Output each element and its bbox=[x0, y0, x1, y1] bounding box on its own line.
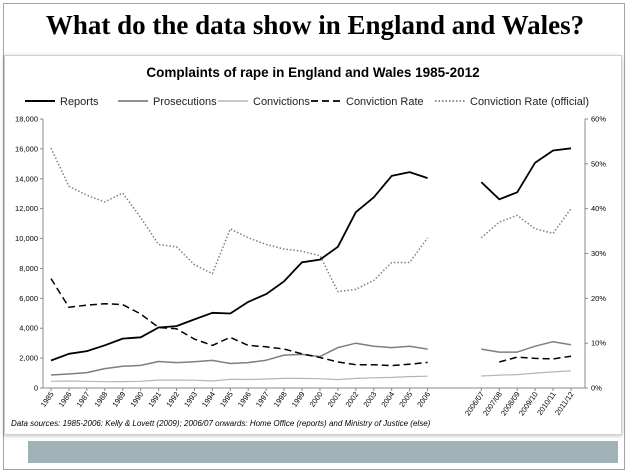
y-right-tick-label: 50% bbox=[591, 159, 606, 168]
y-left-tick-label: 6,000 bbox=[19, 294, 38, 303]
y-right-tick-label: 60% bbox=[591, 115, 606, 124]
x-tick-label: 1994 bbox=[200, 390, 217, 409]
legend-label-conviction-rate-official-: Conviction Rate (official) bbox=[470, 96, 589, 108]
legend-label-prosecutions: Prosecutions bbox=[153, 96, 217, 108]
series-line-reports bbox=[50, 171, 428, 362]
y-right-tick-label: 40% bbox=[591, 204, 606, 213]
series-line-convictions bbox=[481, 370, 572, 377]
x-tick-label: 1986 bbox=[57, 390, 74, 409]
legend-label-conviction-rate: Conviction Rate bbox=[346, 96, 424, 108]
x-tick-label: 2003 bbox=[361, 390, 378, 409]
legend-label-convictions: Convictions bbox=[253, 96, 310, 108]
y-left-tick-label: 4,000 bbox=[19, 324, 38, 333]
x-tick-label: 1991 bbox=[146, 390, 163, 409]
series-line-conviction-rate bbox=[50, 278, 428, 367]
y-right-tick-label: 20% bbox=[591, 294, 606, 303]
y-left-tick-label: 8,000 bbox=[19, 264, 38, 273]
legend-label-reports: Reports bbox=[60, 96, 99, 108]
y-right-tick-label: 0% bbox=[591, 384, 602, 393]
x-tick-label: 1988 bbox=[92, 390, 109, 409]
x-tick-label: 2011/12 bbox=[553, 390, 576, 417]
series-line-prosecutions bbox=[481, 340, 572, 353]
x-tick-label: 2002 bbox=[344, 390, 361, 409]
chart-frame: Complaints of rape in England and Wales … bbox=[4, 55, 622, 435]
y-left-tick-label: 2,000 bbox=[19, 354, 38, 363]
x-tick-label: 1999 bbox=[290, 390, 307, 409]
series-line-conviction-rate-official- bbox=[50, 147, 429, 293]
y-right-tick-label: 10% bbox=[591, 339, 606, 348]
x-tick-label: 1996 bbox=[236, 390, 253, 409]
line-chart: Complaints of rape in England and Wales … bbox=[11, 65, 606, 428]
series-line-reports bbox=[480, 147, 572, 201]
x-tick-label: 1992 bbox=[164, 390, 181, 409]
x-tick-label: 1990 bbox=[128, 390, 145, 409]
x-tick-label: 1997 bbox=[254, 390, 271, 409]
y-left-tick-label: 12,000 bbox=[15, 204, 38, 213]
x-tick-label: 2004 bbox=[379, 390, 396, 409]
x-tick-label: 2000 bbox=[308, 390, 325, 409]
slide-border bbox=[3, 3, 625, 470]
series-line-prosecutions bbox=[50, 342, 428, 376]
x-tick-label: 1985 bbox=[39, 390, 56, 409]
y-right-tick-label: 30% bbox=[591, 249, 606, 258]
y-left-tick-label: 16,000 bbox=[15, 144, 38, 153]
x-tick-label: 2001 bbox=[326, 390, 343, 409]
series-line-conviction-rate-official- bbox=[480, 208, 572, 239]
series-line-convictions bbox=[50, 375, 428, 383]
y-left-tick-label: 18,000 bbox=[15, 115, 38, 124]
x-tick-label: 1987 bbox=[75, 390, 92, 409]
x-tick-label: 1993 bbox=[182, 390, 199, 409]
y-left-tick-label: 0 bbox=[34, 384, 38, 393]
source-note: Data sources: 1985-2006: Kelly & Lovett … bbox=[11, 419, 431, 428]
x-tick-label: 2005 bbox=[397, 390, 414, 409]
x-tick-label: 2006 bbox=[415, 390, 432, 409]
slide-title: What do the data show in England and Wal… bbox=[45, 10, 585, 40]
series-line-conviction-rate bbox=[499, 355, 572, 363]
x-tick-label: 1995 bbox=[218, 390, 235, 409]
footer-band bbox=[28, 441, 618, 463]
x-tick-label: 1989 bbox=[110, 390, 127, 409]
x-tick-label: 1998 bbox=[272, 390, 289, 409]
y-left-tick-label: 10,000 bbox=[15, 234, 38, 243]
chart-title: Complaints of rape in England and Wales … bbox=[146, 65, 479, 80]
y-left-tick-label: 14,000 bbox=[15, 174, 38, 183]
